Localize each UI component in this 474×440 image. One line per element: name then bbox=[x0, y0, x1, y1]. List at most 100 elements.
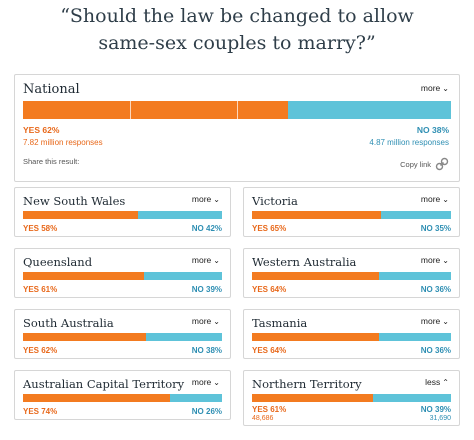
state-result-bar bbox=[23, 211, 222, 219]
state-result-bar bbox=[23, 272, 222, 280]
bar-tick bbox=[129, 101, 131, 119]
national-no-label: NO 38% bbox=[416, 125, 449, 135]
state-title: Australian Capital Territory bbox=[23, 377, 185, 391]
yes-segment bbox=[252, 333, 380, 341]
state-result-card: New South Wales more ⌄ YES 58% NO 42% bbox=[14, 187, 231, 237]
copy-link-button[interactable]: Copy link bbox=[400, 160, 431, 169]
yes-label: YES 64% bbox=[252, 285, 287, 294]
share-label: Share this result: bbox=[23, 157, 80, 166]
national-yes-responses: 7.82 million responses bbox=[23, 138, 103, 147]
state-more-toggle[interactable]: more ⌄ bbox=[192, 255, 220, 265]
no-label: NO 39% bbox=[420, 405, 451, 414]
chevron-down-icon: ⌄ bbox=[213, 378, 220, 387]
yes-segment bbox=[23, 333, 147, 341]
yes-count: 48,686 bbox=[252, 415, 274, 422]
yes-label: YES 65% bbox=[252, 224, 287, 233]
state-more-toggle[interactable]: more ⌄ bbox=[421, 255, 449, 265]
toggle-label: more bbox=[191, 194, 212, 204]
state-title: Western Australia bbox=[252, 255, 357, 269]
state-title: South Australia bbox=[23, 316, 114, 330]
yes-segment bbox=[23, 394, 171, 402]
state-result-bar bbox=[23, 333, 222, 341]
no-segment bbox=[379, 272, 451, 280]
chevron-down-icon: ⌄ bbox=[213, 195, 220, 204]
state-more-toggle[interactable]: more ⌄ bbox=[192, 316, 220, 326]
national-result-bar bbox=[23, 101, 451, 119]
link-icon[interactable] bbox=[435, 157, 449, 171]
toggle-label: less bbox=[425, 377, 441, 387]
no-label: NO 26% bbox=[191, 407, 222, 416]
no-segment bbox=[138, 211, 222, 219]
chevron-down-icon: ⌄ bbox=[442, 256, 449, 265]
state-less-toggle[interactable]: less ⌃ bbox=[425, 377, 449, 387]
state-result-card: Queensland more ⌄ YES 61% NO 39% bbox=[14, 248, 231, 298]
state-result-card: Victoria more ⌄ YES 65% NO 35% bbox=[243, 187, 460, 237]
national-yes-segment bbox=[23, 101, 289, 119]
state-title: New South Wales bbox=[23, 194, 126, 208]
national-result-card: National more ⌄ YES 62% NO 38% 7.82 milli… bbox=[14, 74, 460, 182]
state-result-card: Australian Capital Territory more ⌄ YES 74%… bbox=[14, 370, 231, 420]
state-title: Victoria bbox=[252, 194, 298, 208]
state-more-toggle[interactable]: more ⌄ bbox=[192, 377, 220, 387]
state-more-toggle[interactable]: more ⌄ bbox=[421, 316, 449, 326]
no-label: NO 36% bbox=[420, 285, 451, 294]
chevron-down-icon: ⌄ bbox=[213, 256, 220, 265]
state-result-card: Western Australia more ⌄ YES 64% NO 36% bbox=[243, 248, 460, 298]
no-label: NO 42% bbox=[191, 224, 222, 233]
state-result-card: Tasmania more ⌄ YES 64% NO 36% bbox=[243, 309, 460, 359]
question-line-2: same-sex couples to marry?” bbox=[98, 32, 376, 54]
yes-label: YES 61% bbox=[23, 285, 58, 294]
national-yes-label: YES 62% bbox=[23, 125, 60, 135]
yes-label: YES 61% bbox=[252, 405, 287, 414]
national-no-responses: 4.87 million responses bbox=[369, 138, 449, 147]
state-result-card: South Australia more ⌄ YES 62% NO 38% bbox=[14, 309, 231, 359]
toggle-label: more bbox=[420, 194, 441, 204]
yes-label: YES 64% bbox=[252, 346, 287, 355]
no-segment bbox=[379, 333, 451, 341]
yes-label: YES 74% bbox=[23, 407, 58, 416]
chevron-up-icon: ⌃ bbox=[442, 378, 449, 387]
state-title: Northern Territory bbox=[252, 377, 362, 391]
more-label: more bbox=[420, 83, 441, 93]
state-result-bar bbox=[252, 333, 451, 341]
yes-label: YES 62% bbox=[23, 346, 58, 355]
national-more-toggle[interactable]: more ⌄ bbox=[421, 83, 449, 93]
state-more-toggle[interactable]: more ⌄ bbox=[421, 194, 449, 204]
no-segment bbox=[146, 333, 222, 341]
yes-segment bbox=[23, 211, 139, 219]
state-result-card: Northern Territory less ⌃ YES 61% NO 39% 48,6… bbox=[243, 370, 460, 426]
no-label: NO 36% bbox=[420, 346, 451, 355]
state-title: Tasmania bbox=[252, 316, 308, 330]
yes-segment bbox=[252, 211, 382, 219]
state-result-bar bbox=[252, 211, 451, 219]
state-result-bar bbox=[252, 272, 451, 280]
no-segment bbox=[381, 211, 451, 219]
toggle-label: more bbox=[420, 316, 441, 326]
no-segment bbox=[373, 394, 451, 402]
toggle-label: more bbox=[191, 316, 212, 326]
yes-label: YES 58% bbox=[23, 224, 58, 233]
no-count: 31,690 bbox=[429, 415, 451, 422]
chevron-down-icon: ⌄ bbox=[442, 84, 449, 93]
state-result-bar bbox=[23, 394, 222, 402]
chevron-down-icon: ⌄ bbox=[213, 317, 220, 326]
no-segment bbox=[170, 394, 222, 402]
chevron-down-icon: ⌄ bbox=[442, 317, 449, 326]
no-label: NO 35% bbox=[420, 224, 451, 233]
national-no-segment bbox=[288, 101, 451, 119]
question-line-1: “Should the law be changed to allow bbox=[60, 5, 414, 27]
yes-segment bbox=[252, 272, 380, 280]
state-more-toggle[interactable]: more ⌄ bbox=[192, 194, 220, 204]
toggle-label: more bbox=[191, 377, 212, 387]
no-label: NO 39% bbox=[191, 285, 222, 294]
bar-tick bbox=[236, 101, 238, 119]
yes-segment bbox=[23, 272, 145, 280]
no-label: NO 38% bbox=[191, 346, 222, 355]
state-title: Queensland bbox=[23, 255, 93, 269]
chevron-down-icon: ⌄ bbox=[442, 195, 449, 204]
no-segment bbox=[144, 272, 222, 280]
state-result-bar bbox=[252, 394, 451, 402]
toggle-label: more bbox=[191, 255, 212, 265]
national-title: National bbox=[23, 82, 80, 97]
toggle-label: more bbox=[420, 255, 441, 265]
